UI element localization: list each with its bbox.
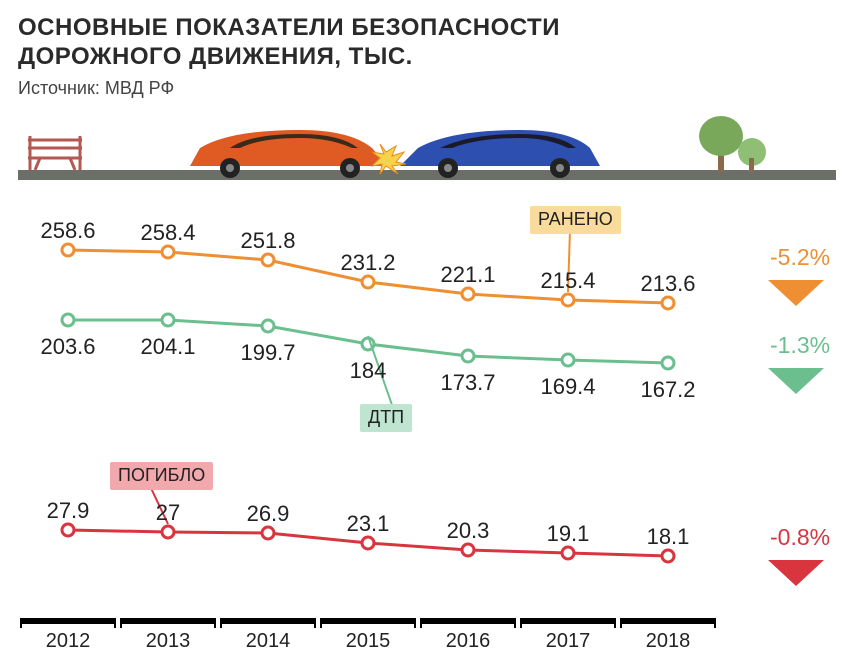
injured-marker <box>62 244 74 256</box>
deaths-value-label: 26.9 <box>247 501 290 527</box>
year-bar <box>21 618 115 624</box>
year-tick <box>420 618 422 628</box>
injured-value-label: 258.6 <box>40 218 95 244</box>
road-bar <box>18 170 836 180</box>
chart-title: ОСНОВНЫЕ ПОКАЗАТЕЛИ БЕЗОПАСНОСТИ ДОРОЖНО… <box>18 14 560 72</box>
accidents-value-label: 203.6 <box>40 334 95 360</box>
injured-value-label: 251.8 <box>240 228 295 254</box>
year-bar <box>121 618 215 624</box>
accidents-value-label: 173.7 <box>440 370 495 396</box>
accidents-value-label: 167.2 <box>640 377 695 403</box>
year-tick <box>614 618 616 628</box>
header-illustration <box>0 108 850 188</box>
injured-tag: РАНЕНО <box>530 206 621 234</box>
deaths-marker <box>462 544 474 556</box>
deaths-marker <box>662 550 674 562</box>
accidents-marker <box>62 314 74 326</box>
accidents-marker <box>462 350 474 362</box>
year-tick <box>714 618 716 628</box>
year-label: 2018 <box>646 630 691 653</box>
injured-marker <box>162 246 174 258</box>
injured-pct: -5.2% <box>770 244 830 271</box>
tree-icon <box>699 116 766 172</box>
accidents-marker <box>662 357 674 369</box>
chart-svg <box>0 200 850 620</box>
accidents-value-label: 169.4 <box>540 374 595 400</box>
deaths-pct: -0.8% <box>770 524 830 551</box>
accidents-marker <box>562 354 574 366</box>
deaths-value-label: 20.3 <box>447 518 490 544</box>
accidents-value-label: 204.1 <box>140 334 195 360</box>
accidents-marker <box>162 314 174 326</box>
accidents-value-label: 184 <box>350 358 387 384</box>
year-label: 2017 <box>546 630 591 653</box>
injured-value-label: 231.2 <box>340 250 395 276</box>
deaths-value-label: 23.1 <box>347 511 390 537</box>
deaths-tag: ПОГИБЛО <box>110 462 213 490</box>
year-bar <box>321 618 415 624</box>
deaths-value-label: 27.9 <box>47 498 90 524</box>
year-tick <box>214 618 216 628</box>
deaths-marker <box>362 537 374 549</box>
year-bar <box>621 618 715 624</box>
year-tick <box>620 618 622 628</box>
year-label: 2016 <box>446 630 491 653</box>
deaths-marker <box>562 547 574 559</box>
year-axis: 2012 2013 2014 2015 2016 2017 2018 <box>18 618 720 658</box>
year-tick <box>114 618 116 628</box>
accidents-marker <box>262 320 274 332</box>
source-text: Источник: МВД РФ <box>18 78 174 99</box>
accidents-value-label: 199.7 <box>240 340 295 366</box>
deaths-value-label: 19.1 <box>547 521 590 547</box>
deaths-down-arrow-icon <box>768 560 824 586</box>
year-tick <box>520 618 522 628</box>
injured-down-arrow-icon <box>768 280 824 306</box>
deaths-marker <box>62 524 74 536</box>
injured-value-label: 213.6 <box>640 271 695 297</box>
bench-icon <box>28 136 82 170</box>
injured-marker <box>262 254 274 266</box>
year-label: 2013 <box>146 630 191 653</box>
accidents-tag: ДТП <box>360 404 412 432</box>
injured-value-label: 221.1 <box>440 262 495 288</box>
injured-value-label: 215.4 <box>540 268 595 294</box>
injured-value-label: 258.4 <box>140 220 195 246</box>
accidents-pct: -1.3% <box>770 332 830 359</box>
year-label: 2012 <box>46 630 91 653</box>
year-label: 2015 <box>346 630 391 653</box>
year-tick <box>314 618 316 628</box>
year-tick <box>20 618 22 628</box>
line-chart: 258.6 258.4 251.8 231.2 221.1 215.4 213.6 РАНЕН… <box>0 200 850 620</box>
year-bar <box>521 618 615 624</box>
deaths-value-label: 18.1 <box>647 524 690 550</box>
deaths-marker <box>162 526 174 538</box>
deaths-marker <box>262 527 274 539</box>
year-tick <box>220 618 222 628</box>
title-line2: ДОРОЖНОГО ДВИЖЕНИЯ, ТЫС. <box>18 43 413 70</box>
year-tick <box>320 618 322 628</box>
accidents-down-arrow-icon <box>768 368 824 394</box>
title-line1: ОСНОВНЫЕ ПОКАЗАТЕЛИ БЕЗОПАСНОСТИ <box>18 14 560 41</box>
year-bar <box>421 618 515 624</box>
year-bar <box>221 618 315 624</box>
year-tick <box>120 618 122 628</box>
deaths-value-label: 27 <box>156 500 180 526</box>
injured-marker <box>562 294 574 306</box>
year-label: 2014 <box>246 630 291 653</box>
year-tick <box>514 618 516 628</box>
injured-marker <box>662 297 674 309</box>
injured-marker <box>462 288 474 300</box>
injured-marker <box>362 276 374 288</box>
year-tick <box>414 618 416 628</box>
